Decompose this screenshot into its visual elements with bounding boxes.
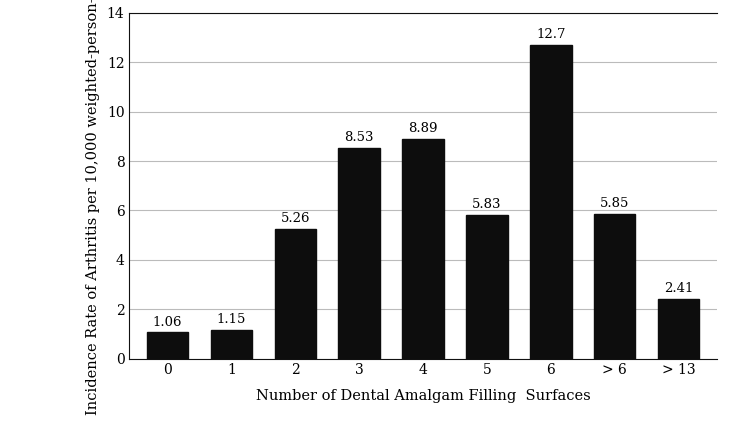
Text: 8.89: 8.89	[409, 122, 437, 135]
Text: 5.83: 5.83	[472, 198, 502, 211]
Bar	[338, 148, 380, 359]
Text: 12.7: 12.7	[536, 29, 565, 41]
Bar	[658, 299, 699, 359]
Y-axis label: Incidence Rate of Arthritis per 10,000 weighted-person-years: Incidence Rate of Arthritis per 10,000 w…	[86, 0, 100, 415]
Text: 1.15: 1.15	[217, 314, 246, 327]
Text: 2.41: 2.41	[664, 283, 693, 295]
Bar	[530, 45, 571, 359]
Text: 5.85: 5.85	[600, 197, 630, 210]
Bar	[211, 330, 252, 359]
Text: 5.26: 5.26	[281, 212, 310, 225]
X-axis label: Number of Dental Amalgam Filling  Surfaces: Number of Dental Amalgam Filling Surface…	[256, 388, 590, 403]
Bar	[402, 139, 444, 359]
Bar	[466, 215, 508, 359]
Bar	[594, 214, 636, 359]
Bar	[275, 229, 316, 359]
Text: 1.06: 1.06	[153, 316, 183, 329]
Bar	[147, 332, 188, 359]
Text: 8.53: 8.53	[344, 131, 374, 144]
